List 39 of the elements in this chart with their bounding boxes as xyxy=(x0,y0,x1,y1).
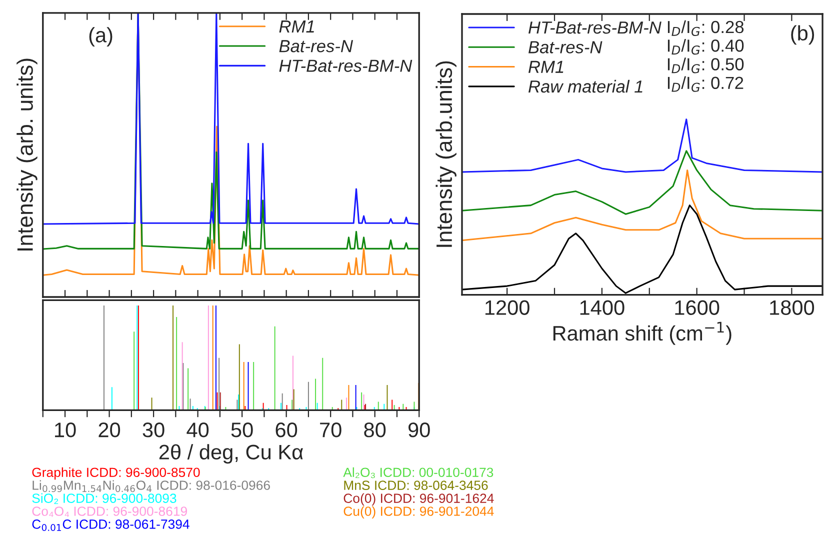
legend-label: Bat-res-N xyxy=(528,41,602,54)
text: Li$_{0.99}$Mn$_{1.54}$Ni$_{0.46}$O$_{4}$ ICDD: 98-016-0966 xyxy=(32,480,270,492)
text: Graphite ICDD: 96-900-8570 xyxy=(32,467,200,480)
x-tick-label: 1200 xyxy=(485,300,530,315)
annotation: (a) xyxy=(89,27,112,47)
x-tick-label: 30 xyxy=(142,422,164,438)
text: I$_{D}$/I$_{G}$: 0.72 xyxy=(668,76,744,92)
legend-label: HT-Bat-res-BM-N xyxy=(279,60,412,72)
x-tick-label: 20 xyxy=(98,422,120,438)
x-tick-label: 1800 xyxy=(770,300,814,315)
text: Al₂O₃ ICDD: 00-010-0173 xyxy=(343,467,494,478)
legend-label: Bat-res-N xyxy=(279,40,354,52)
legend-label: RM1 xyxy=(528,60,564,73)
y-axis-title: Intensity (arb. units) xyxy=(16,58,38,250)
x-tick-label: 50 xyxy=(231,422,253,438)
x-axis-title: 2θ / deg, Cu Kα xyxy=(159,444,304,464)
x-tick-label: 80 xyxy=(364,422,386,438)
text: I$_{D}$/I$_{G}$: 0.50 xyxy=(668,58,744,74)
text: MnS ICDD: 98-064-3456 xyxy=(344,480,488,490)
text: I$_{D}$/I$_{G}$: 0.40 xyxy=(668,39,744,55)
legend-label: Raw material 1 xyxy=(528,80,642,93)
y-axis-title: Intensity (arb.units) xyxy=(436,61,456,247)
legend-label: HT-Bat-res-BM-N xyxy=(528,22,662,34)
x-tick-label: 1600 xyxy=(675,300,720,315)
text: C$_{0.01}$C ICDD: 98-061-7394 xyxy=(32,520,190,532)
x-tick-label: 90 xyxy=(408,422,430,438)
x-tick-label: 60 xyxy=(276,422,298,438)
legend-label: RM1 xyxy=(279,20,314,32)
x-axis-title: Raman shift (cm$^{−1}$) xyxy=(553,322,732,345)
text: Co(0) ICDD: 96-901-1624 xyxy=(344,493,494,506)
text: I$_{D}$/I$_{G}$: 0.28 xyxy=(668,20,744,36)
text: (b) xyxy=(791,25,814,45)
x-tick-label: 40 xyxy=(186,422,209,438)
x-tick-label: 1400 xyxy=(580,300,624,315)
text: Cu(0) ICDD: 96-901-2044 xyxy=(344,506,494,519)
x-tick-label: 10 xyxy=(55,422,76,438)
text: SiO₂ ICDD: 96-900-8093 xyxy=(32,493,176,504)
text: Co₄O₄ ICDD: 96-900-8619 xyxy=(32,506,187,517)
x-tick-label: 70 xyxy=(320,422,342,438)
